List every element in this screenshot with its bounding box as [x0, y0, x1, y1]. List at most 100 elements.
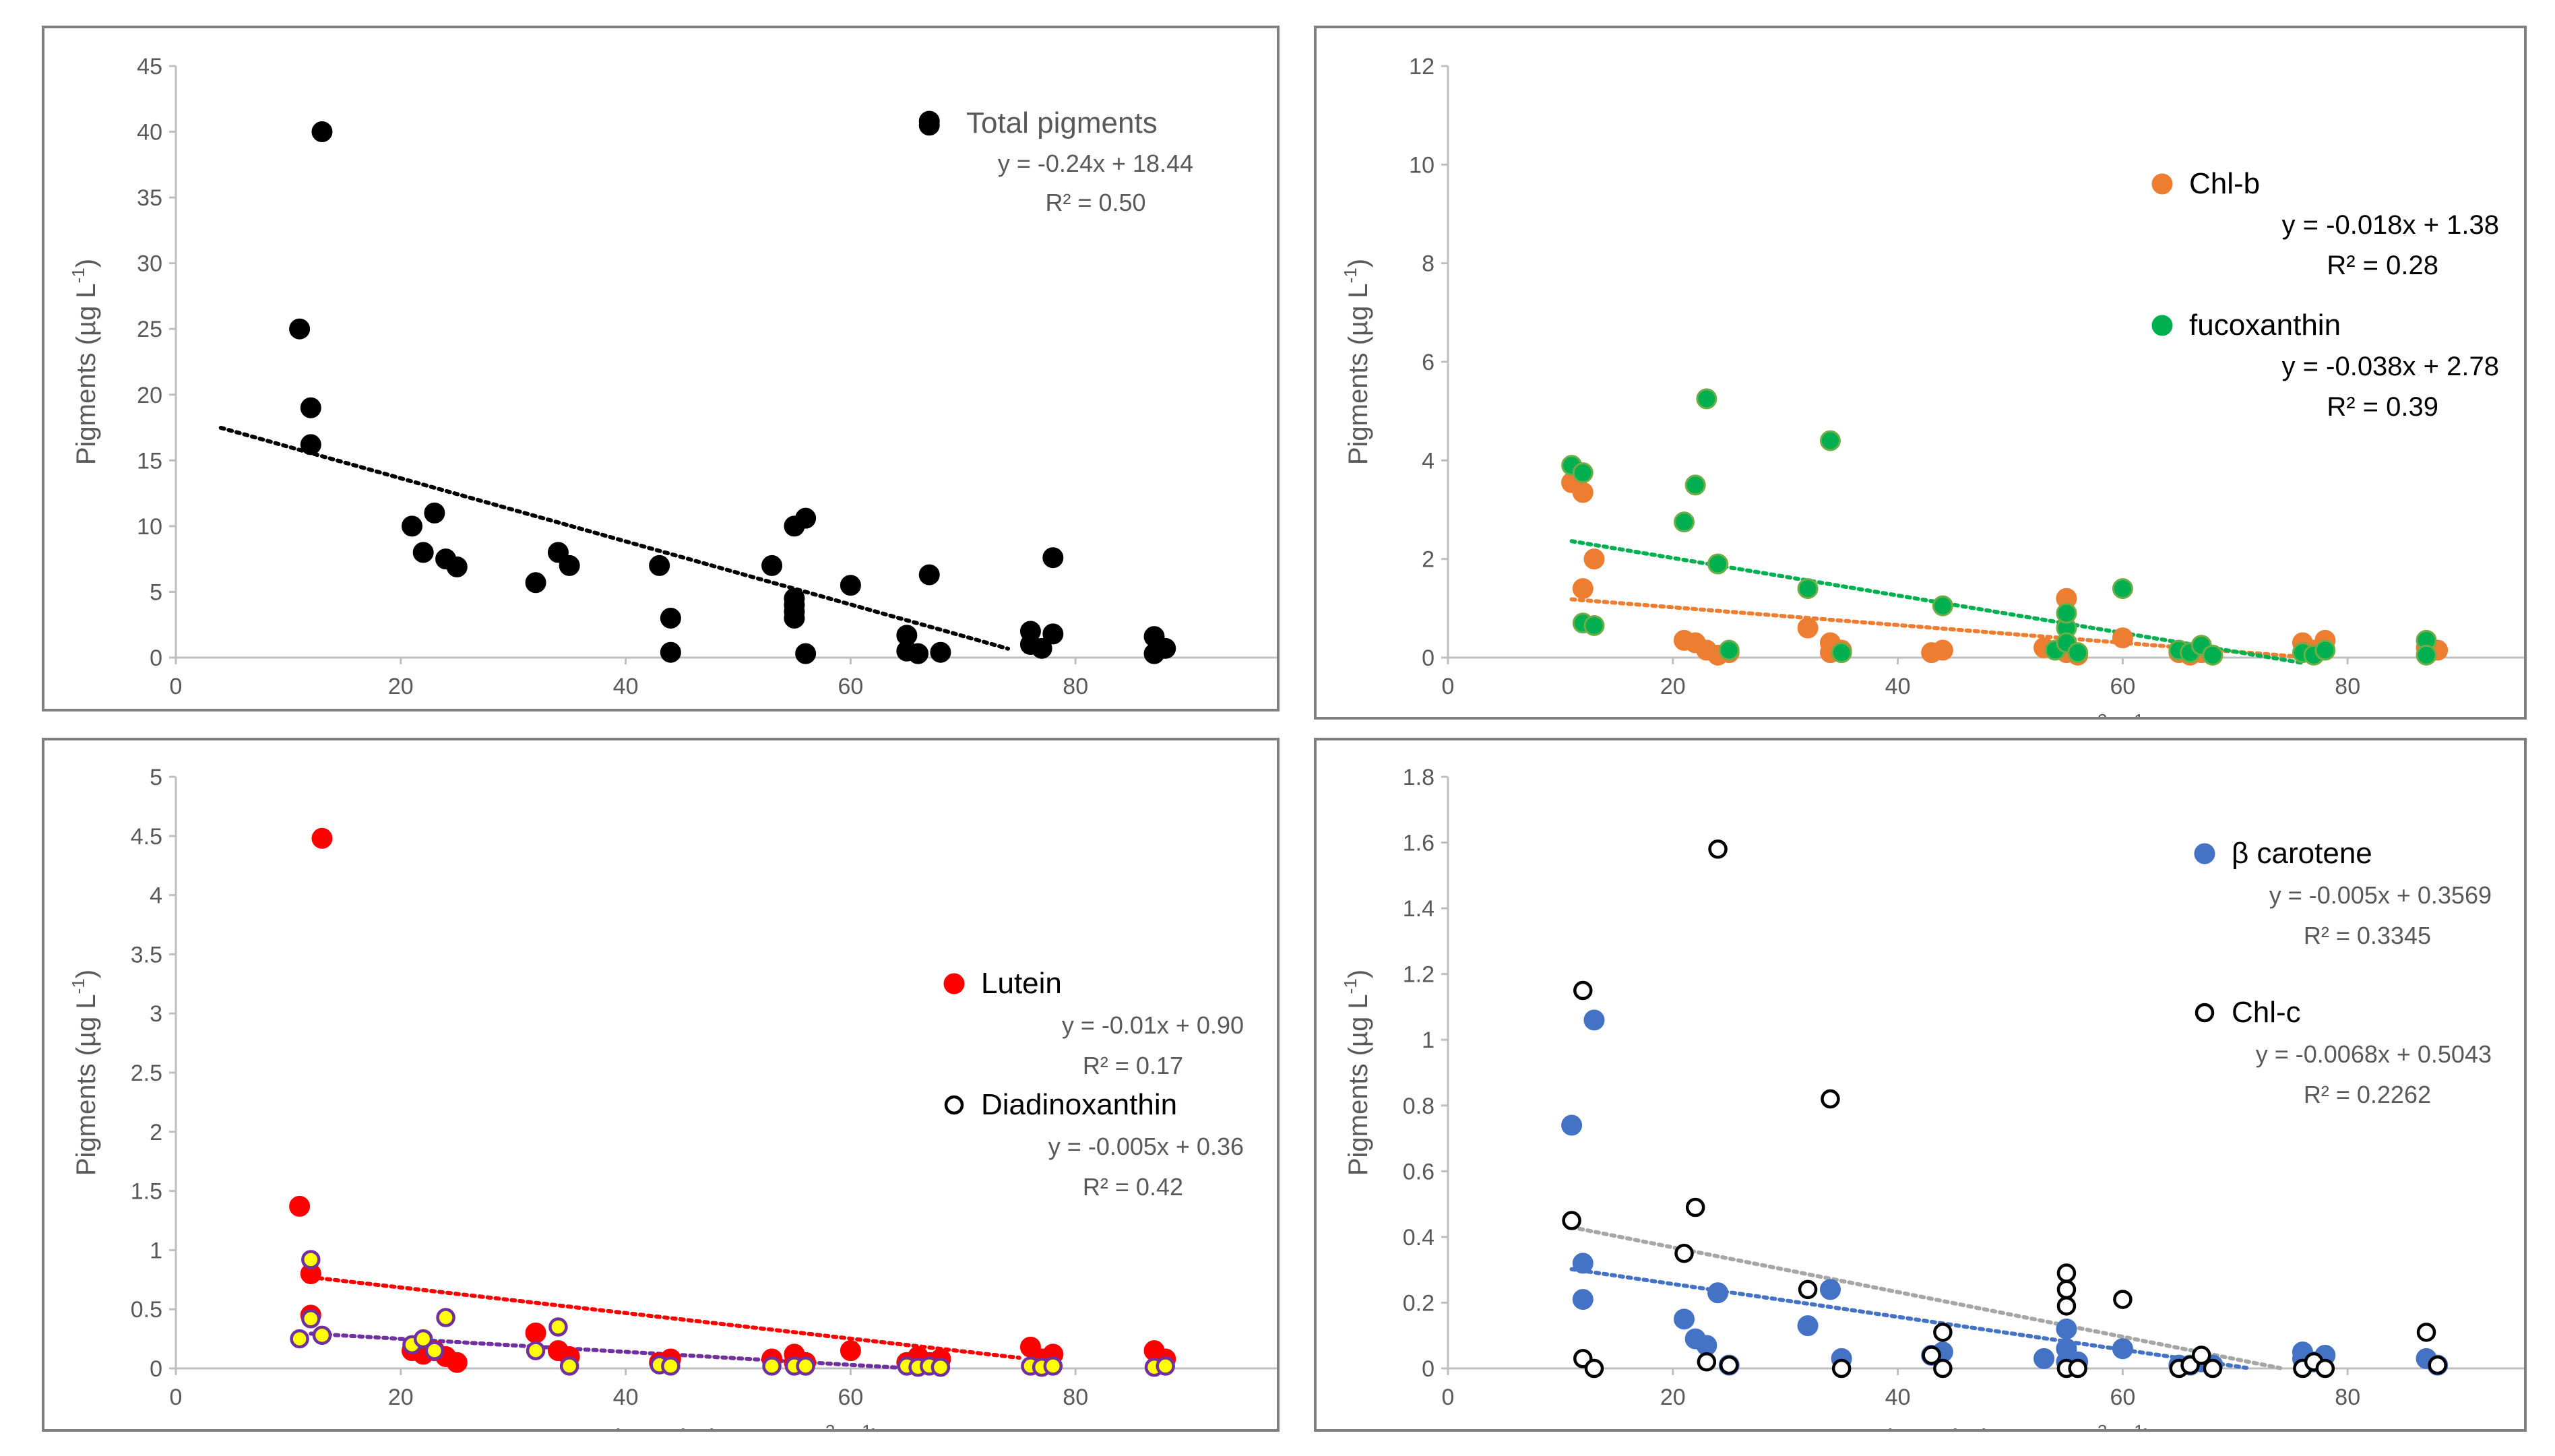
point-fucoxanthin: [2067, 642, 2089, 664]
point-fucoxanthin: [2202, 644, 2223, 666]
y-axis-label: Pigments (µg L-1): [1340, 970, 1373, 1176]
legend-marker-diadinoxanthin: [944, 1095, 964, 1115]
x-tick-label: 0: [1442, 1385, 1455, 1410]
point-chl-b: [2112, 627, 2133, 649]
point-diadinoxanthin: [559, 1356, 579, 1376]
point-chl-c: [1798, 1279, 1818, 1300]
point-carotene: [1673, 1308, 1695, 1330]
y-tick-label: 10: [137, 514, 162, 540]
point-carotene: [1696, 1335, 1717, 1356]
point-chl-c: [2113, 1290, 2133, 1309]
legend-marker-lutein: [943, 973, 965, 994]
point-total-pigments: [649, 555, 670, 576]
y-tick-label: 6: [1422, 350, 1434, 375]
x-tick-label: 40: [613, 674, 639, 699]
x-tick-label: 60: [2110, 1385, 2135, 1410]
y-tick-label: 2.5: [131, 1061, 162, 1086]
x-axis-label: I (µ mol photons m-2 s-1): [1868, 1421, 2153, 1429]
point-total-pigments: [300, 397, 321, 418]
y-tick-label: 0: [150, 645, 162, 671]
legend-label-chl-c: Chl-c: [2232, 996, 2301, 1029]
point-fucoxanthin: [1673, 511, 1695, 533]
point-diadinoxanthin: [1043, 1356, 1063, 1376]
point-total-pigments: [908, 643, 929, 664]
legend-label-fucoxanthin: fucoxanthin: [2189, 309, 2341, 342]
point-chl-b: [1572, 578, 1594, 600]
point-carotene: [2056, 1318, 2077, 1339]
y-tick-label: 0.4: [1403, 1225, 1434, 1251]
y-tick-label: 0: [1422, 645, 1434, 671]
equation-fucoxanthin: y = -0.038x + 2.78: [2282, 352, 2499, 381]
y-tick-label: 1: [1422, 1027, 1434, 1053]
point-fucoxanthin: [1684, 474, 1706, 496]
x-tick-label: 40: [1885, 674, 1911, 699]
legend-marker-fucoxanthin: [2151, 315, 2173, 336]
equation-total-pigments: y = -0.24x + 18.44: [998, 150, 1193, 177]
point-total-pigments: [289, 318, 311, 340]
point-lutein: [525, 1322, 546, 1343]
x-tick-label: 60: [838, 1385, 863, 1410]
legend-marker-chl-c: [2195, 1003, 2215, 1023]
point-fucoxanthin: [2314, 639, 2336, 661]
point-total-pigments: [412, 542, 434, 563]
y-axis-label: Pigments (µg L-1): [68, 259, 101, 465]
legend-label-chl-b: Chl-b: [2189, 167, 2260, 200]
legend-label-lutein: Lutein: [981, 967, 1062, 1000]
y-tick-label: 2: [150, 1120, 162, 1145]
point-chl-c: [1933, 1323, 1953, 1342]
point-diadinoxanthin: [290, 1329, 309, 1349]
point-chl-c: [2203, 1358, 2223, 1379]
y-tick-label: 0.5: [131, 1297, 162, 1323]
point-chl-c: [2056, 1263, 2077, 1283]
point-fucoxanthin: [1572, 462, 1594, 484]
y-tick-label: 20: [137, 383, 162, 408]
y-axis-label: Pigments (µg L-1): [68, 970, 101, 1176]
chart-panel-total-pigments: 051015202530354045020406080100I (µ mol p…: [42, 26, 1280, 711]
chart-panel-chlb-fucoxanthin: 024681012020406080100I (µ mol photons m-…: [1314, 26, 2527, 720]
point-diadinoxanthin: [301, 1250, 321, 1269]
equation-lutein: y = -0.01x + 0.90: [1062, 1011, 1244, 1039]
chart-chlb-fucoxanthin: 024681012020406080100I (µ mol photons m-…: [1340, 54, 2524, 717]
x-tick-label: 80: [1063, 674, 1088, 699]
x-tick-label: 20: [388, 674, 414, 699]
r-squared-total-pigments: R² = 0.50: [1045, 189, 1145, 216]
point-diadinoxanthin: [661, 1356, 681, 1376]
x-tick-label: 0: [170, 674, 183, 699]
point-chl-c: [1685, 1197, 1705, 1217]
y-tick-label: 4: [150, 883, 162, 909]
y-tick-label: 1.8: [1403, 765, 1434, 790]
point-lutein: [840, 1340, 861, 1362]
point-chl-c: [1922, 1346, 1941, 1365]
point-chl-c: [1708, 840, 1728, 859]
point-chl-c: [1573, 980, 1593, 1001]
y-tick-label: 30: [137, 251, 162, 277]
point-carotene: [1583, 1009, 1605, 1031]
y-tick-label: 45: [137, 54, 162, 80]
point-carotene: [1561, 1114, 1583, 1136]
x-axis-label: I (µ mol photons m-2 s-1): [596, 1421, 881, 1429]
point-diadinoxanthin: [413, 1329, 433, 1349]
point-chl-c: [2315, 1358, 2335, 1379]
x-tick-label: 80: [2335, 674, 2360, 699]
equation-diadinoxanthin: y = -0.005x + 0.36: [1048, 1133, 1244, 1160]
legend-marker-carotene: [2194, 843, 2215, 864]
point-chl-b: [1583, 548, 1605, 570]
point-total-pigments: [401, 515, 422, 537]
point-total-pigments: [547, 542, 569, 563]
y-tick-label: 5: [150, 579, 162, 605]
chart-panel-bcarotene-chlc: 00.20.40.60.811.21.41.61.8020406080100I …: [1314, 738, 2527, 1432]
point-total-pigments: [300, 434, 321, 455]
x-tick-label: 60: [2110, 674, 2135, 699]
point-chl-c: [1584, 1358, 1604, 1379]
point-diadinoxanthin: [526, 1341, 546, 1360]
point-chl-c: [1933, 1358, 1953, 1379]
point-diadinoxanthin: [548, 1317, 568, 1337]
y-tick-label: 0.2: [1403, 1290, 1434, 1316]
point-carotene: [1707, 1282, 1729, 1304]
y-tick-label: 0: [1422, 1356, 1434, 1382]
x-tick-label: 40: [613, 1385, 639, 1410]
legend-label-diadinoxanthin: Diadinoxanthin: [981, 1088, 1177, 1121]
point-diadinoxanthin: [796, 1356, 815, 1376]
y-tick-label: 4: [1422, 448, 1434, 474]
y-tick-label: 8: [1422, 251, 1434, 277]
